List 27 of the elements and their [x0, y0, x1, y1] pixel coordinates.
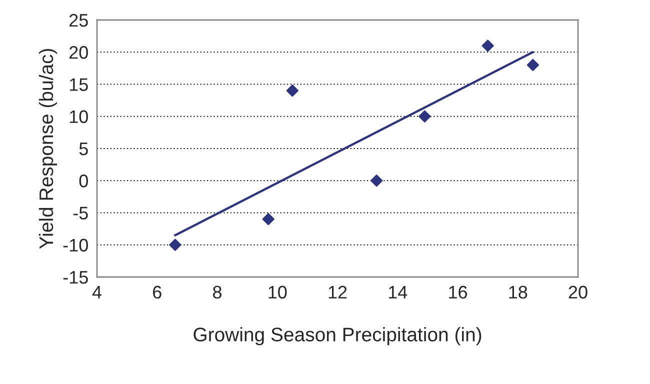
- point: [418, 110, 431, 122]
- y-tick-label: 10: [70, 110, 88, 124]
- x-tick-label: 16: [449, 286, 467, 299]
- y-tick-label: 5: [79, 142, 88, 156]
- x-tick-label: 14: [388, 286, 408, 298]
- point: [370, 174, 383, 187]
- point: [262, 213, 274, 226]
- x-axis-title: Growing Season Precipitation (in): [194, 327, 482, 346]
- point: [286, 84, 298, 97]
- y-tick-label: 20: [69, 46, 88, 59]
- y-tick-label: -5: [73, 206, 88, 220]
- x-tick-label: 8: [213, 286, 222, 299]
- y-tick-label: 25: [69, 14, 88, 27]
- y-tick-label: -15: [63, 271, 88, 284]
- y-tick-label: -10: [63, 238, 88, 252]
- point: [482, 40, 494, 52]
- y-tick-label: 15: [70, 78, 88, 91]
- point: [526, 58, 539, 72]
- point: [169, 238, 182, 251]
- x-tick-label: 6: [153, 286, 162, 299]
- y-axis-title: Yield Response (bu/ac): [38, 49, 58, 249]
- x-tick-label: 10: [268, 286, 287, 299]
- x-tick-label: 4: [92, 286, 102, 298]
- y-tick-label: 0: [79, 174, 88, 188]
- x-tick-label: 18: [509, 286, 528, 299]
- x-tick-label: 12: [328, 286, 347, 298]
- x-tick-label: 20: [568, 286, 588, 299]
